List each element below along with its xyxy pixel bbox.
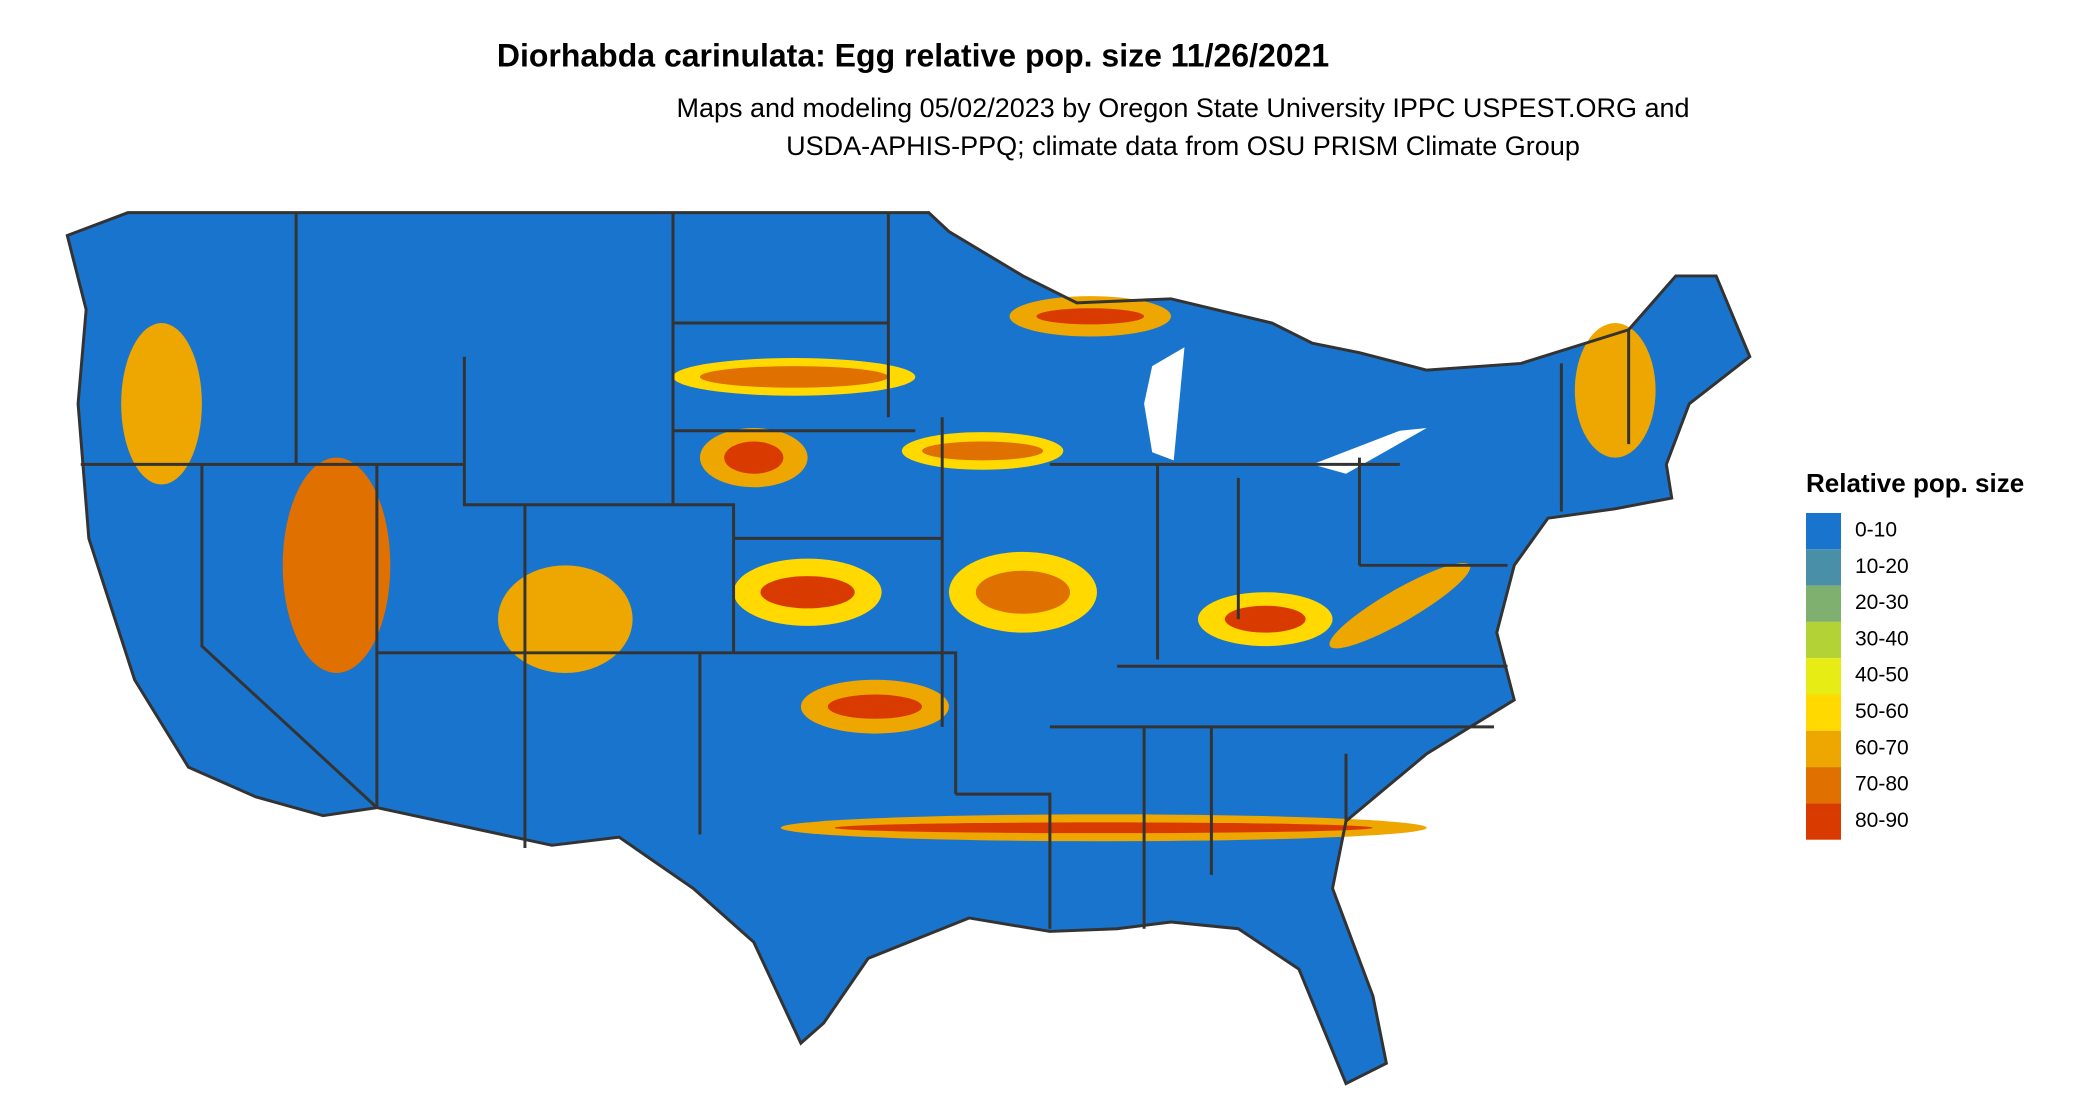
legend-label: 30-40: [1855, 627, 1909, 650]
us-map: [65, 211, 1752, 1086]
lake-michigan: [1144, 347, 1185, 461]
hotspot: [282, 457, 391, 673]
hotspot: [760, 576, 855, 609]
legend-swatch: [1806, 694, 1841, 731]
legend: Relative pop. size 0-10 10-20 20-30 30-40 40…: [1806, 468, 2024, 840]
legend-label: 20-30: [1855, 591, 1909, 614]
legend-label: 40-50: [1855, 664, 1909, 687]
map-subtitle: Maps and modeling 05/02/2023 by Oregon S…: [676, 93, 1689, 123]
legend-swatch: [1806, 767, 1841, 804]
legend-label: 0-10: [1855, 519, 1897, 542]
legend-swatch: [1806, 513, 1841, 550]
legend-swatch: [1806, 658, 1841, 695]
hotspot: [827, 694, 923, 719]
hotspot: [975, 570, 1071, 614]
hotspot: [699, 366, 889, 388]
land: [67, 212, 1750, 1084]
hotspot: [498, 565, 633, 673]
hotspot: [922, 441, 1044, 461]
legend-label: 50-60: [1855, 700, 1909, 723]
legend-label: 70-80: [1855, 773, 1909, 796]
lake-erie: [1312, 428, 1427, 474]
legend-label: 60-70: [1855, 736, 1909, 759]
hotspot: [1329, 562, 1471, 649]
hotspot: [834, 822, 1373, 834]
legend-swatch: [1806, 585, 1841, 622]
legend-swatch: [1806, 803, 1841, 840]
hotspot: [1574, 323, 1656, 458]
legend-label: 10-20: [1855, 555, 1909, 578]
hotspot: [121, 323, 202, 485]
map-subtitle: USDA-APHIS-PPQ; climate data from OSU PR…: [786, 131, 1580, 161]
legend-swatch: [1806, 730, 1841, 768]
hotspot: [724, 441, 784, 474]
legend-swatch: [1806, 549, 1841, 586]
legend-swatch: [1806, 621, 1841, 659]
legend-title: Relative pop. size: [1806, 468, 2024, 498]
map-title: Diorhabda carinulata: Egg relative pop. …: [497, 37, 1329, 73]
legend-label: 80-90: [1855, 809, 1909, 832]
hotspot: [1224, 605, 1306, 633]
hotspot: [1036, 308, 1145, 325]
state-borders: [65, 211, 1752, 1086]
